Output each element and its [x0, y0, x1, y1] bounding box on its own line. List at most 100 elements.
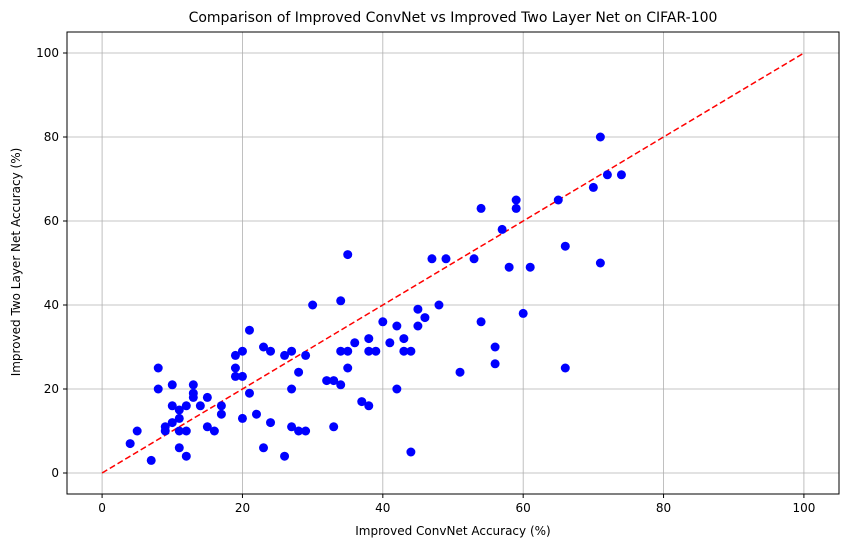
data-point: [266, 346, 276, 356]
y-tick-label: 60: [44, 214, 59, 228]
data-point: [287, 422, 297, 432]
data-point: [364, 401, 374, 411]
data-point: [202, 392, 212, 402]
data-point: [188, 380, 198, 390]
y-axis-label: Improved Two Layer Net Accuracy (%): [9, 148, 23, 377]
data-point: [518, 308, 528, 318]
plot-frame: [66, 31, 840, 495]
x-tick-label: 40: [375, 501, 390, 515]
reference-line-layer: [101, 52, 805, 474]
ticks-layer: 0 20 40 60 80 100 0 20 40 60 80 100: [36, 46, 815, 515]
grid-layer: [67, 32, 839, 494]
data-point: [616, 170, 626, 180]
data-point: [343, 250, 353, 260]
data-point: [202, 422, 212, 432]
data-point: [511, 195, 521, 205]
data-point: [560, 241, 570, 251]
chart-title: Comparison of Improved ConvNet vs Improv…: [189, 10, 718, 26]
data-point: [167, 418, 177, 428]
data-point: [132, 426, 142, 436]
data-point: [392, 384, 402, 394]
data-point: [595, 258, 605, 268]
data-point: [259, 342, 269, 352]
data-point: [230, 371, 240, 381]
data-point: [301, 426, 311, 436]
data-point: [209, 426, 219, 436]
data-point: [385, 338, 395, 348]
data-point: [336, 296, 346, 306]
data-point: [378, 317, 388, 327]
data-point: [476, 203, 486, 213]
data-point: [490, 359, 500, 369]
data-point: [441, 254, 451, 264]
data-point: [364, 334, 374, 344]
data-point: [259, 443, 269, 453]
data-point: [336, 380, 346, 390]
data-point: [146, 455, 156, 465]
data-point: [195, 401, 205, 411]
data-point: [490, 342, 500, 352]
y-tick-label: 20: [44, 382, 59, 396]
data-point: [174, 413, 184, 423]
data-point: [174, 405, 184, 415]
data-point: [364, 346, 374, 356]
data-point: [371, 346, 381, 356]
data-point: [413, 321, 423, 331]
data-point: [504, 262, 514, 272]
data-point: [280, 451, 290, 461]
data-point: [413, 304, 423, 314]
points-layer: [125, 132, 626, 465]
data-point: [181, 401, 191, 411]
data-point: [343, 346, 353, 356]
data-point: [287, 346, 297, 356]
y-tick-label: 40: [44, 298, 59, 312]
data-point: [350, 338, 360, 348]
data-point: [244, 388, 254, 398]
data-point: [301, 350, 311, 360]
data-point: [174, 426, 184, 436]
data-point: [392, 321, 402, 331]
data-point: [287, 384, 297, 394]
data-point: [216, 409, 226, 419]
x-tick-label: 80: [656, 501, 671, 515]
data-point: [406, 346, 416, 356]
data-point: [181, 451, 191, 461]
data-point: [399, 334, 409, 344]
x-axis-label: Improved ConvNet Accuracy (%): [355, 524, 550, 538]
data-point: [357, 397, 367, 407]
data-point: [216, 401, 226, 411]
x-tick-label: 20: [235, 501, 250, 515]
data-point: [153, 363, 163, 373]
data-point: [497, 224, 507, 234]
data-point: [237, 413, 247, 423]
data-point: [427, 254, 437, 264]
data-point: [280, 350, 290, 360]
data-point: [181, 426, 191, 436]
data-point: [434, 300, 444, 310]
data-point: [244, 325, 254, 335]
data-point: [420, 313, 430, 323]
data-point: [294, 367, 304, 377]
data-point: [329, 422, 339, 432]
y-tick-label: 0: [51, 466, 59, 480]
data-point: [237, 346, 247, 356]
data-point: [525, 262, 535, 272]
data-point: [153, 384, 163, 394]
data-point: [237, 371, 247, 381]
data-point: [188, 392, 198, 402]
data-point: [406, 447, 416, 457]
data-point: [476, 317, 486, 327]
data-point: [455, 367, 465, 377]
data-point: [329, 376, 339, 386]
data-point: [266, 418, 276, 428]
data-point: [560, 363, 570, 373]
data-point: [160, 422, 170, 432]
data-point: [588, 182, 598, 192]
data-point: [595, 132, 605, 142]
y-tick-label: 80: [44, 130, 59, 144]
y-tick-label: 100: [36, 46, 59, 60]
x-tick-label: 100: [792, 501, 815, 515]
data-point: [230, 363, 240, 373]
data-point: [230, 350, 240, 360]
